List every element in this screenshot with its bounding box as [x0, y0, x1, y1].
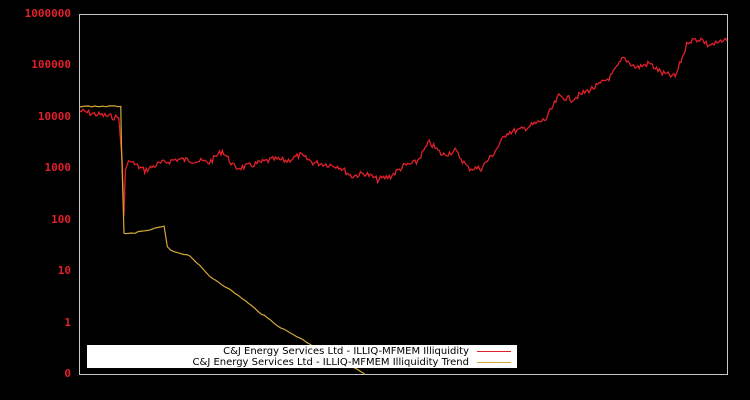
- illiquidity-line: [79, 37, 728, 216]
- y-tick-label: 100: [51, 212, 71, 226]
- y-tick-label: 1000000: [24, 7, 71, 20]
- legend-swatch-red-line: [477, 351, 511, 352]
- y-tick-label: 10000: [37, 109, 71, 123]
- legend-label: C&J Energy Services Ltd - ILLIQ-MFMEM Il…: [192, 357, 469, 368]
- plot-area-border: [79, 14, 728, 375]
- y-tick-label: 10: [57, 264, 71, 278]
- illiquidity-trend-line: [79, 105, 366, 375]
- y-tick-label: 1: [64, 315, 71, 329]
- legend: C&J Energy Services Ltd - ILLIQ-MFMEM Il…: [87, 345, 517, 368]
- y-tick-label: 0: [64, 367, 71, 380]
- legend-label: C&J Energy Services Ltd - ILLIQ-MFMEM Il…: [223, 346, 469, 357]
- legend-swatch-gold-line: [477, 362, 511, 363]
- legend-item-trend: C&J Energy Services Ltd - ILLIQ-MFMEM Il…: [193, 357, 511, 368]
- series-layer: [79, 37, 728, 375]
- y-tick-label: 1000: [44, 161, 72, 175]
- legend-item-illiquidity: C&J Energy Services Ltd - ILLIQ-MFMEM Il…: [223, 346, 511, 357]
- y-tick-label: 100000: [31, 58, 71, 72]
